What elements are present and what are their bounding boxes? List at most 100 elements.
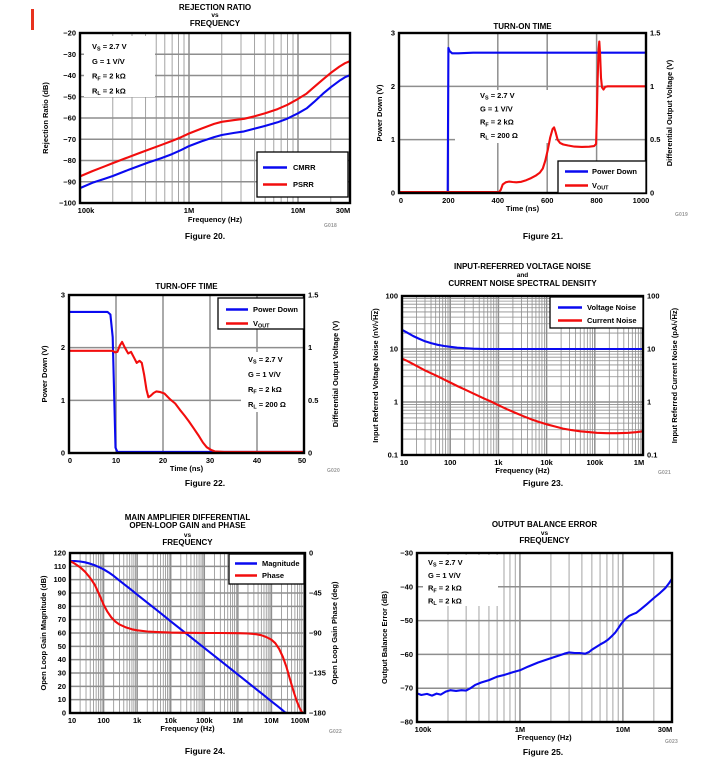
svg-text:2: 2 bbox=[61, 343, 65, 352]
figure-25-graph-code: G023 bbox=[664, 739, 678, 745]
svg-text:1: 1 bbox=[391, 135, 395, 144]
svg-text:90: 90 bbox=[58, 589, 66, 598]
svg-text:Open Loop Gain Phase (deg): Open Loop Gain Phase (deg) bbox=[330, 581, 339, 684]
svg-text:Frequency (Hz): Frequency (Hz) bbox=[188, 215, 243, 224]
svg-text:100M: 100M bbox=[291, 716, 310, 725]
svg-text:10M: 10M bbox=[291, 206, 306, 215]
svg-text:FREQUENCY: FREQUENCY bbox=[162, 538, 213, 547]
svg-text:70: 70 bbox=[58, 615, 66, 624]
svg-text:vs: vs bbox=[211, 12, 219, 19]
svg-text:800: 800 bbox=[590, 196, 603, 205]
svg-text:100: 100 bbox=[97, 716, 110, 725]
svg-text:TURN-OFF TIME: TURN-OFF TIME bbox=[155, 282, 218, 291]
svg-text:0: 0 bbox=[650, 189, 654, 198]
svg-text:40: 40 bbox=[253, 456, 261, 465]
svg-text:10: 10 bbox=[112, 456, 120, 465]
svg-text:1k: 1k bbox=[494, 458, 503, 467]
svg-text:VS = 2.7 V: VS = 2.7 V bbox=[248, 355, 283, 366]
svg-text:1: 1 bbox=[650, 82, 654, 91]
svg-text:1000: 1000 bbox=[633, 196, 650, 205]
figure-22-turn-off-time-chart: VS = 2.7 V G = 1 V/V RF = 2 kΩ RL = 200 Ω Po… bbox=[40, 282, 340, 473]
svg-text:100k: 100k bbox=[78, 206, 96, 215]
svg-text:1k: 1k bbox=[133, 716, 142, 725]
svg-text:G = 1 V/V: G = 1 V/V bbox=[92, 57, 125, 66]
svg-text:RF = 2 kΩ: RF = 2 kΩ bbox=[428, 584, 462, 595]
svg-text:0: 0 bbox=[68, 456, 72, 465]
figure-24-caption: Figure 24. bbox=[184, 746, 226, 756]
svg-text:0: 0 bbox=[308, 449, 312, 458]
svg-text:30: 30 bbox=[206, 456, 214, 465]
svg-text:10k: 10k bbox=[164, 716, 177, 725]
svg-text:30M: 30M bbox=[658, 725, 673, 734]
svg-text:−40: −40 bbox=[400, 582, 413, 591]
svg-text:−90: −90 bbox=[309, 629, 322, 638]
svg-text:INPUT-REFERRED VOLTAGE NOISE: INPUT-REFERRED VOLTAGE NOISE bbox=[454, 262, 592, 271]
svg-text:vs: vs bbox=[184, 532, 192, 539]
svg-text:10: 10 bbox=[647, 345, 655, 354]
svg-text:RL = 200 Ω: RL = 200 Ω bbox=[248, 400, 286, 411]
figure-22-caption: Figure 22. bbox=[184, 478, 226, 488]
figure-21-turn-on-time-chart: VS = 2.7 V G = 1 V/V RF = 2 kΩ RL = 200 Ω Po… bbox=[375, 22, 674, 213]
svg-text:−50: −50 bbox=[63, 92, 76, 101]
svg-text:1: 1 bbox=[647, 398, 651, 407]
svg-text:VOUT: VOUT bbox=[592, 181, 609, 192]
svg-text:−135: −135 bbox=[309, 669, 326, 678]
svg-text:CURRENT NOISE SPECTRAL DENSITY: CURRENT NOISE SPECTRAL DENSITY bbox=[448, 279, 597, 288]
svg-text:10: 10 bbox=[58, 695, 66, 704]
svg-text:1M: 1M bbox=[634, 458, 644, 467]
svg-text:1: 1 bbox=[308, 343, 312, 352]
svg-text:−50: −50 bbox=[400, 616, 413, 625]
svg-text:−70: −70 bbox=[63, 135, 76, 144]
svg-text:0.5: 0.5 bbox=[308, 396, 318, 405]
svg-text:VS = 2.7 V: VS = 2.7 V bbox=[428, 558, 463, 569]
svg-text:1: 1 bbox=[61, 396, 65, 405]
svg-text:and: and bbox=[517, 272, 529, 279]
svg-text:10: 10 bbox=[390, 345, 398, 354]
svg-text:120: 120 bbox=[53, 549, 66, 558]
svg-text:TURN-ON TIME: TURN-ON TIME bbox=[493, 22, 552, 31]
figure-20-caption: Figure 20. bbox=[184, 231, 226, 241]
svg-text:G = 1 V/V: G = 1 V/V bbox=[428, 571, 461, 580]
svg-text:−60: −60 bbox=[63, 114, 76, 123]
figure-25-caption: Figure 25. bbox=[522, 747, 564, 757]
svg-text:Power Down: Power Down bbox=[253, 305, 298, 314]
svg-text:G = 1 V/V: G = 1 V/V bbox=[480, 104, 513, 113]
figure-21-caption: Figure 21. bbox=[522, 231, 564, 241]
svg-text:−40: −40 bbox=[63, 71, 76, 80]
svg-text:FREQUENCY: FREQUENCY bbox=[190, 19, 241, 28]
figure-23-caption: Figure 23. bbox=[522, 478, 564, 488]
svg-text:200: 200 bbox=[442, 196, 455, 205]
svg-text:1.5: 1.5 bbox=[650, 29, 660, 38]
svg-text:1M: 1M bbox=[515, 725, 525, 734]
svg-text:Frequency (Hz): Frequency (Hz) bbox=[495, 466, 550, 475]
svg-text:1M: 1M bbox=[233, 716, 243, 725]
figure-20-rejection-ratio-chart: VS = 2.7 V G = 1 V/V RF = 2 kΩ RL = 2 kΩ CMR… bbox=[41, 3, 352, 224]
svg-text:100k: 100k bbox=[196, 716, 214, 725]
svg-text:VS = 2.7 V: VS = 2.7 V bbox=[92, 42, 127, 53]
svg-text:0.1: 0.1 bbox=[647, 451, 657, 460]
figure-20-graph-code: G018 bbox=[323, 223, 337, 229]
svg-text:RL = 2 kΩ: RL = 2 kΩ bbox=[92, 86, 126, 97]
svg-text:−70: −70 bbox=[400, 684, 413, 693]
svg-text:vs: vs bbox=[541, 530, 549, 537]
svg-text:VOUT: VOUT bbox=[253, 319, 270, 330]
svg-text:VS = 2.7 V: VS = 2.7 V bbox=[480, 91, 515, 102]
svg-text:0: 0 bbox=[309, 549, 313, 558]
svg-text:Time (ns): Time (ns) bbox=[506, 204, 540, 213]
svg-text:−45: −45 bbox=[309, 589, 322, 598]
svg-text:100k: 100k bbox=[586, 458, 604, 467]
svg-text:30: 30 bbox=[58, 669, 66, 678]
svg-text:G = 1 V/V: G = 1 V/V bbox=[248, 370, 281, 379]
svg-text:100: 100 bbox=[385, 292, 398, 301]
svg-text:Frequency (Hz): Frequency (Hz) bbox=[160, 724, 215, 733]
svg-text:400: 400 bbox=[492, 196, 505, 205]
svg-text:Voltage Noise: Voltage Noise bbox=[587, 303, 636, 312]
svg-text:−80: −80 bbox=[400, 718, 413, 727]
svg-text:3: 3 bbox=[61, 291, 65, 300]
svg-text:1M: 1M bbox=[184, 206, 194, 215]
svg-text:110: 110 bbox=[54, 562, 66, 571]
figure-23-noise-density-chart: Voltage Noise Current Noise 10 100 1k 10k 100k… bbox=[371, 262, 679, 475]
